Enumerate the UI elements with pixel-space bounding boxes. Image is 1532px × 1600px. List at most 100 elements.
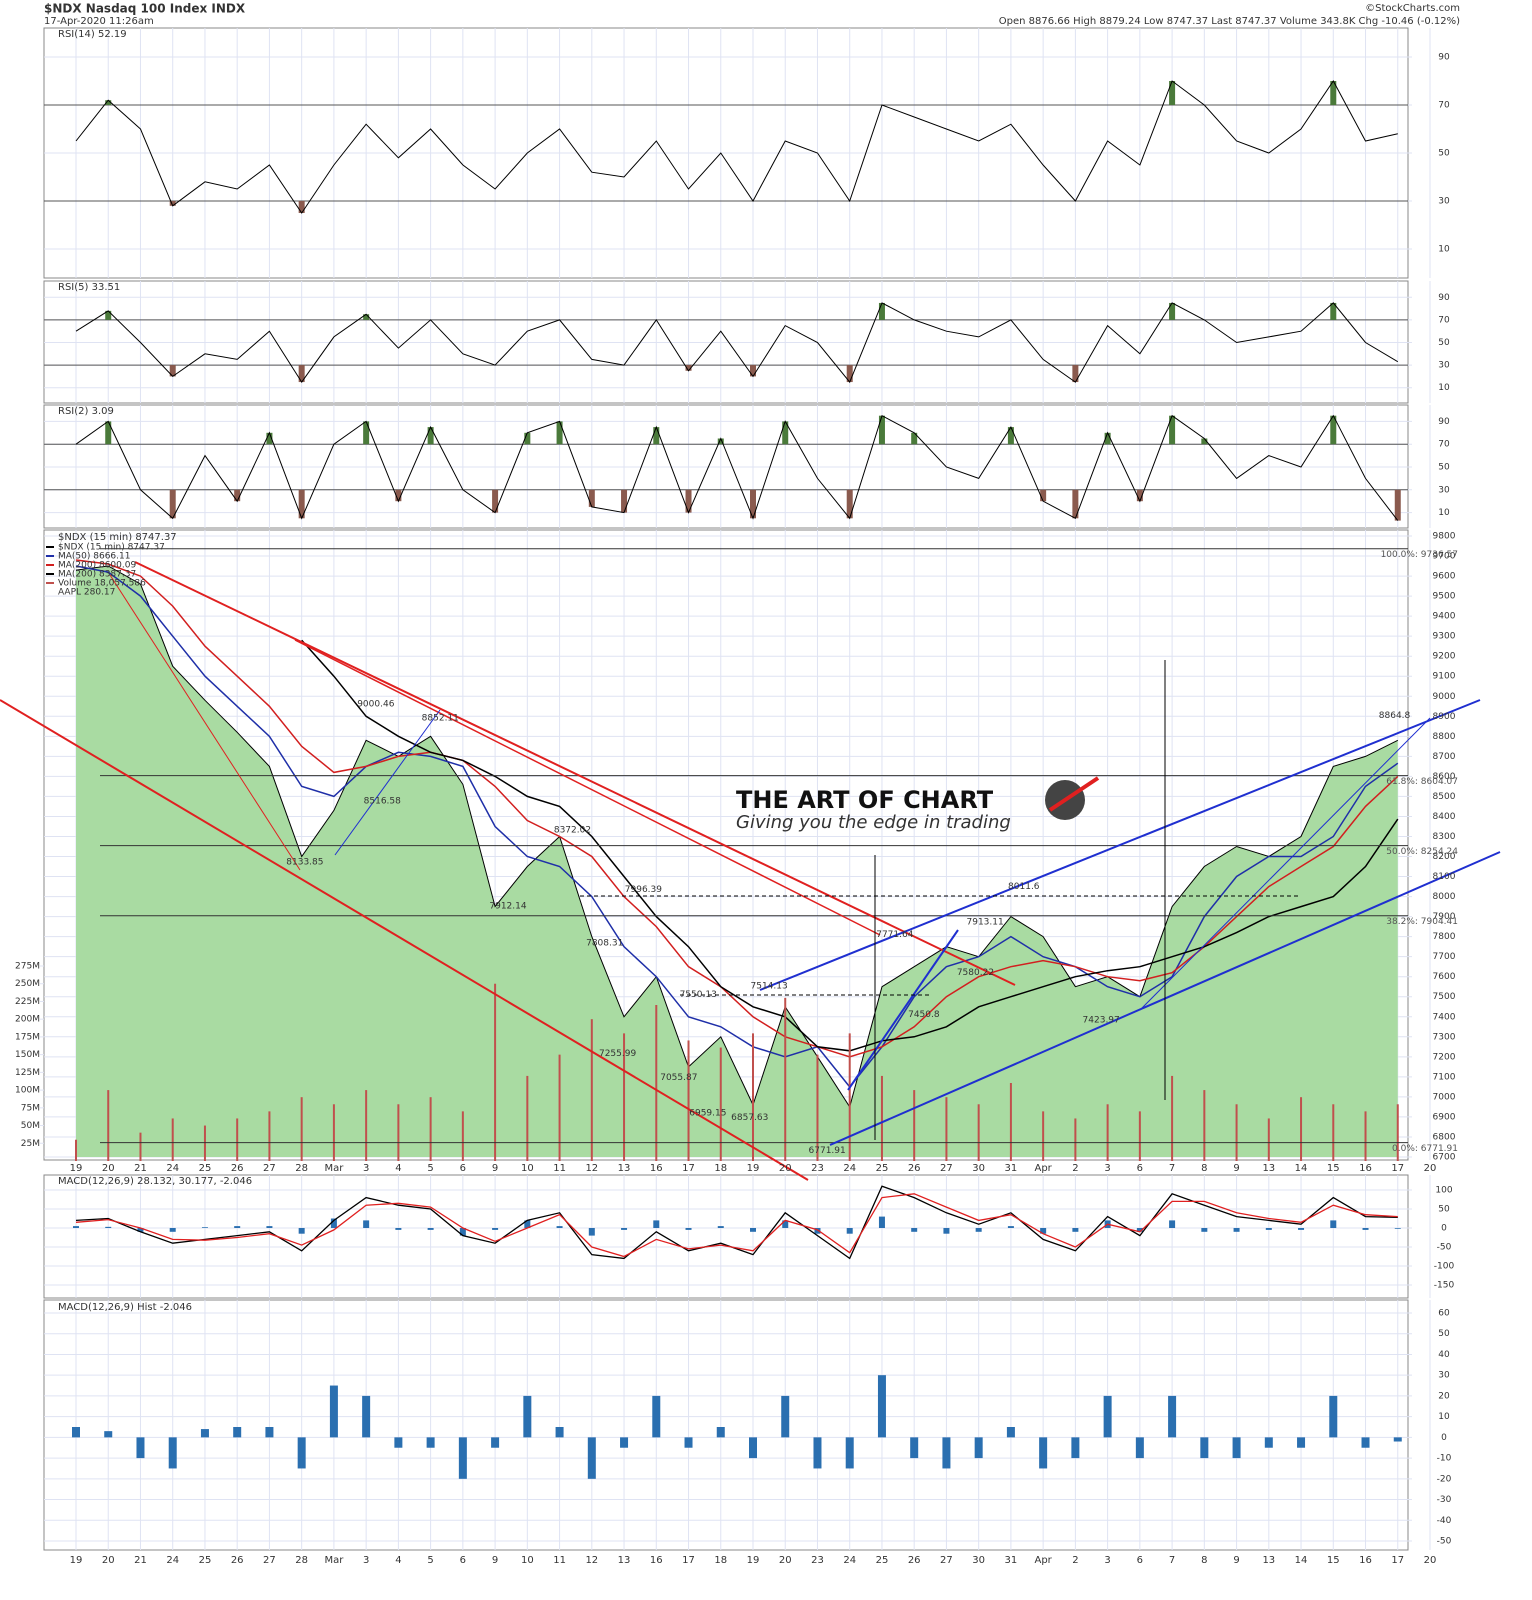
overbought-fill: [1201, 438, 1208, 445]
hist-bar: [716, 1427, 725, 1438]
x-tick-label: 15: [1327, 1163, 1340, 1174]
y-tick-label: 10: [1438, 245, 1450, 255]
y-tick-label: 8700: [1433, 752, 1456, 762]
x-tick-label: 18: [714, 1555, 727, 1566]
x-tick-label: 16: [650, 1163, 663, 1174]
y-tick-label: 90: [1438, 293, 1450, 303]
x-tick-label: 4: [395, 1555, 401, 1566]
x-tick-label: 24: [843, 1555, 856, 1566]
y-tick-label: 90: [1438, 417, 1450, 427]
macd-diff: [1072, 1228, 1079, 1232]
macd-diff: [363, 1220, 370, 1228]
volume-bar: [558, 1054, 561, 1161]
macd-diff: [717, 1226, 724, 1228]
volume-bar: [719, 1047, 722, 1161]
volume-bar: [429, 1097, 432, 1161]
overbought-fill: [1330, 415, 1337, 445]
price-annotation: 7771.64: [876, 930, 913, 940]
x-tick-label: 19: [70, 1163, 83, 1174]
x-tick-label: 17: [1391, 1555, 1404, 1566]
macd-diff: [556, 1226, 563, 1228]
macd-diff: [1265, 1228, 1272, 1230]
fib-label: 0.0%: 6771.91: [1392, 1144, 1458, 1154]
macd-diff: [1330, 1220, 1337, 1228]
oversold-fill: [1072, 489, 1079, 519]
overbought-fill: [1104, 432, 1111, 445]
y-tick-label: -30: [1437, 1495, 1452, 1505]
y-tick-label: 8400: [1433, 812, 1456, 822]
price-line: [75, 565, 1399, 1109]
volume-bar: [332, 1104, 335, 1161]
volume-bar: [1203, 1090, 1206, 1161]
macd-diff: [330, 1218, 337, 1228]
hist-bar: [587, 1437, 596, 1479]
panel-title: $NDX (15 min) 8747.37: [58, 532, 177, 543]
volume-bar: [655, 1005, 658, 1161]
x-tick-label: 20: [102, 1163, 115, 1174]
oversold-fill: [685, 365, 692, 371]
y-tick-label: 6700: [1433, 1153, 1456, 1163]
macd-diff: [621, 1228, 628, 1230]
x-tick-label: 28: [295, 1555, 308, 1566]
y-tick-label: 50: [1438, 463, 1450, 473]
hist-bar: [1071, 1437, 1080, 1459]
price-annotation: 7423.97: [1083, 1015, 1120, 1025]
logo-arrow: [1048, 776, 1100, 812]
y-tick-label: 8300: [1433, 832, 1456, 842]
volume-bar: [1138, 1111, 1141, 1161]
y-tick-label: 7600: [1433, 972, 1456, 982]
price-annotation: 6857.63: [731, 1113, 768, 1123]
volume-bar: [590, 1019, 593, 1161]
y2-tick-label: 150M: [15, 1050, 40, 1060]
trend-line: [109, 574, 301, 871]
x-tick-label: 27: [940, 1163, 953, 1174]
oversold-fill: [169, 489, 176, 519]
y-tick-label: 10: [1438, 508, 1450, 518]
x-tick-label: 26: [231, 1555, 244, 1566]
hist-bar: [1200, 1437, 1209, 1459]
hist-bar: [555, 1427, 564, 1438]
x-tick-label: 9: [492, 1555, 498, 1566]
hist-bar: [168, 1437, 177, 1469]
overbought-fill: [911, 432, 918, 445]
overbought-fill: [266, 432, 273, 445]
hist-bar: [684, 1437, 693, 1448]
x-tick-label: 9: [1233, 1555, 1239, 1566]
x-tick-label: 17: [682, 1555, 695, 1566]
panel-title: MACD(12,26,9) 28.132, 30.177, -2.046: [58, 1176, 252, 1187]
y-tick-label: 30: [1438, 1371, 1450, 1381]
x-tick-label: 26: [231, 1163, 244, 1174]
x-tick-label: 16: [650, 1555, 663, 1566]
y-tick-label: 30: [1438, 485, 1450, 495]
macd-diff: [73, 1226, 79, 1228]
rsi-line: [75, 302, 1399, 384]
macd-diff: [1136, 1228, 1143, 1232]
y-tick-label: 50: [1438, 338, 1450, 348]
x-tick-label: Mar: [324, 1555, 344, 1566]
x-tick-label: 7: [1169, 1163, 1175, 1174]
volume-bar: [816, 1054, 819, 1161]
y-tick-label: 6900: [1433, 1112, 1456, 1122]
price-area: [76, 566, 1398, 1157]
hist-bar: [910, 1437, 919, 1459]
y-tick-label: 9700: [1433, 552, 1456, 562]
macd-diff: [395, 1228, 402, 1230]
x-tick-label: 18: [714, 1163, 727, 1174]
x-tick-label: 11: [553, 1163, 566, 1174]
macd-diff: [1201, 1228, 1208, 1232]
price-annotation: 7580.22: [957, 968, 994, 978]
panel-frame: [43, 529, 1409, 1161]
price-annotation: 8516.58: [364, 797, 401, 807]
macd-diff: [1362, 1228, 1369, 1230]
overbought-fill: [1330, 302, 1337, 320]
hist-bar: [652, 1395, 661, 1438]
trend-line: [1139, 717, 1431, 1011]
y-tick-label: 7700: [1433, 952, 1456, 962]
y-tick-label: 30: [1438, 361, 1450, 371]
y-tick-label: 30: [1438, 197, 1450, 207]
legend-label: $NDX (15 min) 8747.37: [58, 543, 165, 553]
macd-line: [75, 1193, 1398, 1258]
x-tick-label: 4: [395, 1163, 401, 1174]
panel-frame: [43, 1174, 1409, 1299]
